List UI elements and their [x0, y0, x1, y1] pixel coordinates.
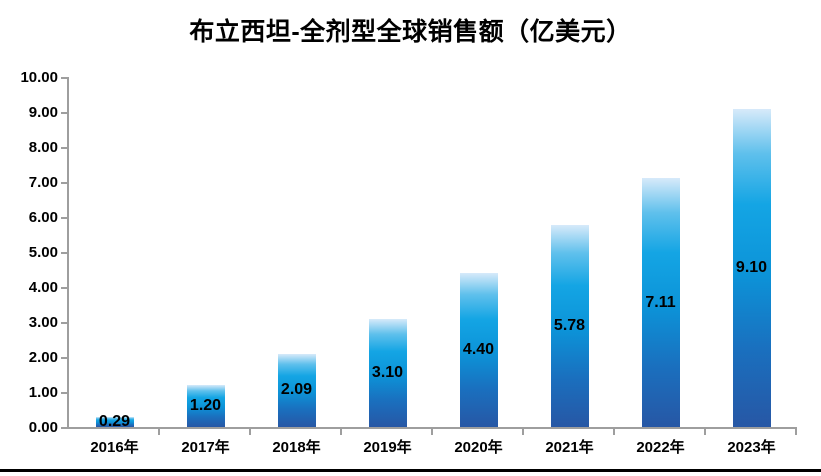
bar-value-label: 0.29	[98, 412, 131, 430]
x-axis-tick	[340, 429, 342, 435]
bar-2018年	[277, 353, 316, 427]
x-axis-tick	[704, 429, 706, 435]
x-axis-line	[67, 427, 797, 429]
y-tick-label: 1.00	[28, 384, 58, 401]
x-tick-label: 2018年	[272, 439, 321, 456]
bar-2021年	[550, 224, 589, 427]
x-tick-label: 2016年	[90, 439, 139, 456]
x-axis-tick	[158, 429, 160, 435]
x-tick-label: 2020年	[454, 439, 503, 456]
y-axis-tick	[61, 322, 67, 324]
bar-value-label: 1.20	[189, 397, 222, 414]
bar-2022年	[641, 178, 680, 427]
bar-2023年	[732, 108, 771, 427]
y-tick-label: 4.00	[28, 279, 58, 296]
x-axis-tick	[431, 429, 433, 435]
y-tick-label: 3.00	[28, 314, 58, 331]
x-axis-tick	[249, 429, 251, 435]
y-tick-label: 9.00	[28, 104, 58, 121]
y-axis-tick	[61, 217, 67, 219]
x-axis-tick	[522, 429, 524, 435]
bar-value-label: 3.10	[371, 363, 404, 381]
bar-value-label: 9.10	[735, 258, 768, 276]
x-tick-label: 2021年	[545, 439, 594, 456]
y-tick-label: 10.00	[20, 69, 58, 86]
x-axis-tick	[613, 429, 615, 435]
chart-title: 布立西坦-全剂型全球销售额（亿美元）	[189, 18, 632, 46]
y-tick-label: 2.00	[28, 349, 58, 366]
bar-value-label: 5.78	[553, 316, 586, 334]
y-axis-tick	[61, 252, 67, 254]
y-axis-tick	[61, 392, 67, 394]
bar-value-label: 2.09	[280, 381, 313, 399]
y-tick-label: 6.00	[28, 209, 58, 226]
y-axis-tick	[61, 287, 67, 289]
y-axis-tick	[61, 427, 67, 429]
y-axis-line	[67, 77, 69, 429]
x-tick-label: 2022年	[636, 439, 685, 456]
y-tick-label: 5.00	[28, 244, 58, 261]
bar-value-label: 4.40	[462, 341, 495, 358]
bar-2020年	[459, 273, 498, 427]
y-axis-tick	[61, 112, 67, 114]
bottom-border-line	[0, 469, 821, 472]
y-axis-tick	[61, 77, 67, 79]
y-tick-label: 7.00	[28, 174, 58, 191]
bar-2017年	[186, 385, 225, 427]
x-tick-label: 2023年	[727, 439, 776, 456]
bar-2019年	[368, 318, 407, 427]
x-axis-tick	[795, 429, 797, 435]
x-tick-label: 2017年	[181, 439, 230, 456]
bar-2016年	[95, 416, 134, 427]
y-tick-label: 0.00	[28, 419, 58, 436]
y-axis-tick	[61, 147, 67, 149]
y-axis-tick	[61, 357, 67, 359]
bar-value-label: 7.11	[645, 293, 676, 311]
x-tick-label: 2019年	[363, 439, 412, 456]
y-tick-label: 8.00	[28, 139, 58, 156]
y-axis-tick	[61, 182, 67, 184]
